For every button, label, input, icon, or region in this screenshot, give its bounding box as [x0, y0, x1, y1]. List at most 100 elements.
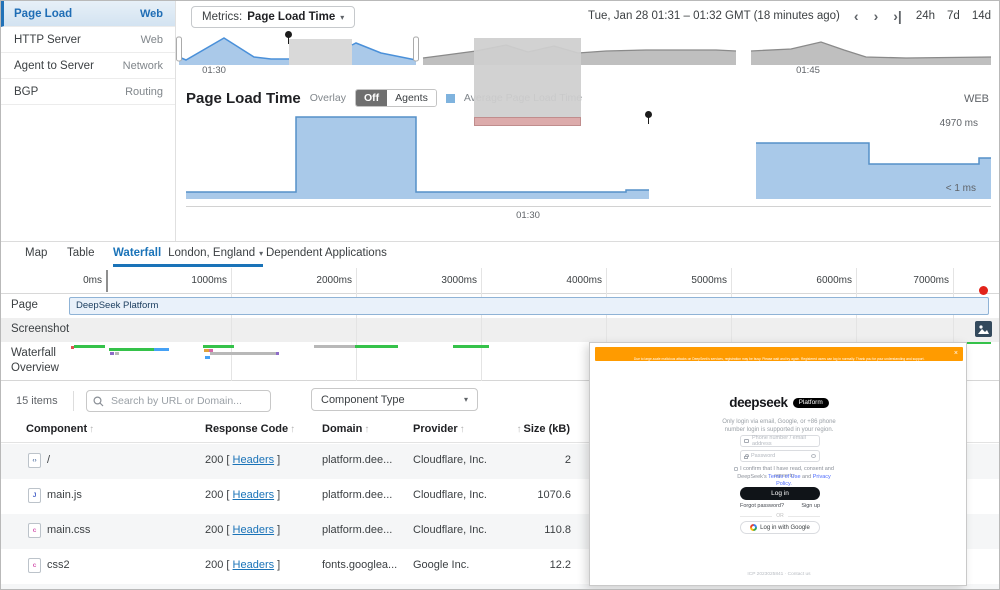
tab-table[interactable]: Table	[67, 247, 95, 259]
sidebar-item-http-server[interactable]: HTTP Server Web	[1, 27, 175, 53]
col-response-code[interactable]: Response Code ↑	[205, 423, 296, 435]
response-code: 200 [ Headers ]	[205, 489, 281, 501]
size-cell: 2	[564, 454, 571, 466]
tab-map[interactable]: Map	[25, 247, 48, 259]
table-row-partial	[1, 584, 999, 589]
sort-asc-icon: ↑	[516, 424, 522, 435]
sidebar-item-bgp[interactable]: BGP Routing	[1, 79, 175, 105]
platform-badge: Platform	[792, 397, 829, 408]
ruler-tick: 1000ms	[191, 275, 227, 286]
component-type-select[interactable]: Component Type ▾	[311, 388, 478, 411]
brush-handle-left[interactable]	[176, 36, 182, 62]
row-label: Page	[11, 299, 38, 311]
mail-icon	[744, 439, 749, 443]
overlay-agents-button[interactable]: Agents	[387, 90, 436, 106]
domain-cell: platform.dee...	[322, 454, 393, 466]
ruler-tick: 2000ms	[316, 275, 352, 286]
legend-swatch	[445, 93, 455, 103]
timeline-brush: 01:30 01:45	[176, 31, 996, 79]
range-24h-button[interactable]: 24h	[915, 10, 936, 22]
timeline-selected-round[interactable]	[289, 39, 352, 65]
provider-cell: Cloudflare, Inc.	[413, 524, 487, 536]
sidebar-item-agent-to-server[interactable]: Agent to Server Network	[1, 53, 175, 79]
page-bar[interactable]: DeepSeek Platform	[69, 297, 989, 315]
next-round-button[interactable]: ›	[873, 8, 879, 24]
y-max-label: 4970 ms	[939, 118, 978, 129]
size-cell: 12.2	[549, 559, 571, 571]
overlay-toggle: Off Agents	[354, 89, 437, 107]
col-size[interactable]: ↑ Size (kB)	[516, 423, 570, 435]
sidebar-item-label: BGP	[14, 85, 39, 98]
col-component[interactable]: Component ↑	[26, 423, 95, 435]
agree-line: DeepSeek's Terms of Use and Privacy Poli…	[737, 474, 831, 487]
ruler-tick: 4000ms	[566, 275, 602, 286]
prev-round-button[interactable]: ‹	[853, 8, 859, 24]
component-name: /	[47, 454, 51, 466]
sidebar-item-label: Agent to Server	[14, 59, 94, 72]
brush-handle-right[interactable]	[413, 36, 419, 62]
login-button: Log in	[740, 487, 820, 500]
search-field	[86, 390, 271, 412]
tab-dependent-applications[interactable]: Dependent Applications	[266, 247, 387, 259]
table-row[interactable]: c css2 200 [ Headers ] fonts.googlea... …	[1, 549, 999, 584]
domain-cell: platform.dee...	[322, 524, 393, 536]
sidebar-item-category: Network	[122, 59, 163, 72]
section-divider	[1, 241, 999, 242]
headers-link[interactable]: Headers	[232, 454, 275, 466]
waterfall-page-row: Page DeepSeek Platform	[1, 294, 999, 318]
x-axis	[186, 206, 991, 207]
login-subtext: number login is supported in your region…	[724, 427, 834, 433]
response-code: 200 [ Headers ]	[205, 559, 281, 571]
error-dot	[979, 286, 988, 295]
google-login-button: Log in with Google	[740, 521, 820, 534]
headers-link[interactable]: Headers	[232, 559, 275, 571]
sidebar-item-page-load[interactable]: Page Load Web	[1, 1, 175, 27]
col-provider[interactable]: Provider ↑	[413, 423, 465, 435]
google-icon	[750, 524, 758, 531]
ruler-tick: 6000ms	[816, 275, 852, 286]
round-marker-pin[interactable]	[645, 111, 652, 124]
email-placeholder: Phone number / email address	[752, 435, 806, 447]
col-domain[interactable]: Domain ↑	[322, 423, 370, 435]
email-field: Phone number / email address	[740, 435, 820, 447]
or-divider: OR	[740, 513, 820, 519]
headers-link[interactable]: Headers	[232, 524, 275, 536]
latest-round-button[interactable]: ›|	[893, 8, 902, 24]
table-row[interactable]: J main.js 200 [ Headers ] platform.dee..…	[1, 479, 999, 514]
sidebar-item-label: Page Load	[14, 7, 73, 20]
search-input[interactable]	[109, 394, 259, 408]
size-cell: 1070.6	[537, 489, 571, 501]
agent-location-dropdown[interactable]: London, England ▾	[168, 247, 263, 259]
domain-cell: platform.dee...	[322, 489, 393, 501]
component-name: main.js	[47, 489, 82, 501]
area-chart	[186, 116, 991, 199]
metrics-label: Metrics:	[202, 11, 243, 23]
chevron-down-icon: ▾	[463, 395, 468, 404]
metrics-dropdown[interactable]: Metrics: Page Load Time ▾	[191, 6, 356, 28]
timeline-brush-chart	[176, 36, 992, 65]
chevron-down-icon: ▾	[259, 248, 264, 258]
password-placeholder: Password	[751, 453, 776, 459]
agree-line: I confirm that I have read, consent and …	[734, 466, 834, 480]
deepseek-logo: deepseek	[729, 395, 788, 410]
range-14d-button[interactable]: 14d	[971, 10, 991, 22]
sort-asc-icon: ↑	[290, 424, 296, 435]
close-icon: ×	[953, 350, 958, 357]
screenshot-thumbnail-icon[interactable]	[975, 321, 992, 337]
overlay-off-button[interactable]: Off	[355, 90, 388, 106]
range-7d-button[interactable]: 7d	[947, 10, 960, 22]
row-label: Waterfall Overview	[11, 347, 59, 374]
tab-waterfall-group: Waterfall London, England ▾	[113, 244, 264, 267]
tab-waterfall[interactable]: Waterfall	[113, 247, 162, 259]
chart-selection-box[interactable]	[474, 38, 581, 117]
sort-asc-icon: ↑	[89, 424, 95, 435]
overlay-label: Overlay	[309, 92, 346, 104]
round-marker-pin[interactable]	[285, 31, 292, 44]
waterfall-screenshot-row: Screenshot	[1, 318, 999, 342]
response-code: 200 [ Headers ]	[205, 524, 281, 536]
login-subtext: Only login via email, Google, or +86 pho…	[722, 419, 836, 425]
page-screenshot-popup: Due to large-scale malicious attacks on …	[589, 342, 967, 586]
row-label: Screenshot	[11, 323, 70, 335]
headers-link[interactable]: Headers	[232, 489, 275, 501]
